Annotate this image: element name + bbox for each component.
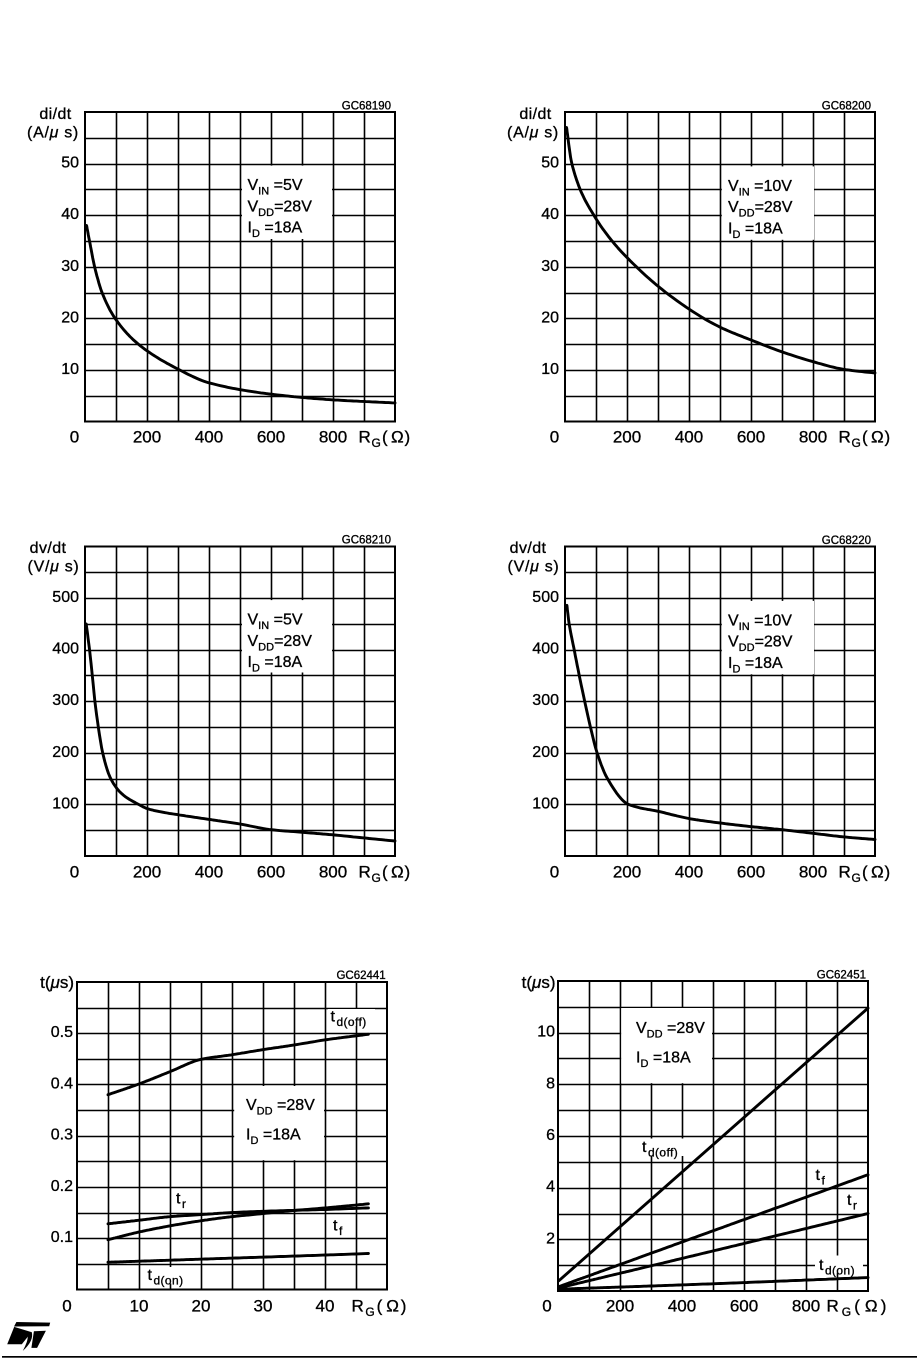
svg-text:GC68200: GC68200 — [822, 100, 871, 112]
svg-text:400: 400 — [195, 428, 223, 447]
svg-text:(A/μ s): (A/μ s) — [507, 125, 559, 142]
svg-text:40: 40 — [61, 206, 79, 223]
svg-text:GC68210: GC68210 — [342, 535, 391, 547]
svg-text:600: 600 — [257, 863, 285, 882]
svg-text:0: 0 — [70, 428, 79, 447]
svg-text:100: 100 — [532, 795, 559, 812]
svg-text:6: 6 — [546, 1127, 555, 1144]
svg-text:(V/μ s): (V/μ s) — [508, 559, 560, 576]
svg-text:600: 600 — [737, 863, 765, 882]
svg-text:300: 300 — [52, 692, 79, 709]
svg-text:RG(Ω): RG(Ω) — [359, 428, 411, 451]
svg-text:200: 200 — [532, 744, 559, 761]
svg-text:10: 10 — [537, 1024, 555, 1041]
svg-text:ID =18A: ID =18A — [248, 220, 303, 241]
svg-text:800: 800 — [319, 863, 347, 882]
svg-text:VIN =5V: VIN =5V — [248, 612, 303, 633]
svg-text:GC68220: GC68220 — [822, 535, 871, 547]
svg-text:t(μs): t(μs) — [40, 973, 74, 992]
svg-text:ID =18A: ID =18A — [728, 655, 783, 676]
svg-text:RG(Ω): RG(Ω) — [359, 863, 411, 886]
svg-text:200: 200 — [133, 428, 161, 447]
svg-text:tr: tr — [176, 1191, 186, 1212]
svg-text:ID =18A: ID =18A — [248, 654, 303, 675]
svg-text:600: 600 — [737, 428, 765, 447]
svg-text:GC62451: GC62451 — [817, 970, 866, 982]
svg-text:400: 400 — [195, 863, 223, 882]
svg-text:500: 500 — [52, 589, 79, 606]
svg-text:VDD=28V: VDD=28V — [248, 633, 313, 654]
svg-text:RG(Ω): RG(Ω) — [827, 1297, 887, 1320]
svg-text:0: 0 — [550, 428, 559, 447]
svg-text:10: 10 — [541, 361, 559, 378]
svg-text:200: 200 — [133, 863, 161, 882]
svg-text:500: 500 — [532, 589, 559, 606]
svg-text:ID =18A: ID =18A — [246, 1127, 301, 1148]
svg-text:0.3: 0.3 — [51, 1127, 73, 1144]
svg-text:800: 800 — [799, 428, 827, 447]
svg-text:600: 600 — [257, 428, 285, 447]
svg-text:10: 10 — [130, 1297, 149, 1316]
svg-text:400: 400 — [675, 863, 703, 882]
svg-text:RG(Ω): RG(Ω) — [839, 428, 891, 451]
svg-text:0: 0 — [70, 863, 79, 882]
svg-text:t(μs): t(μs) — [522, 973, 556, 992]
svg-text:800: 800 — [799, 863, 827, 882]
svg-text:GC68190: GC68190 — [342, 100, 391, 112]
svg-text:ID =18A: ID =18A — [728, 220, 783, 241]
svg-text:0.5: 0.5 — [51, 1024, 73, 1041]
svg-text:200: 200 — [606, 1297, 634, 1316]
svg-text:ID =18A: ID =18A — [636, 1050, 691, 1071]
svg-text:100: 100 — [52, 795, 79, 812]
svg-text:30: 30 — [254, 1297, 273, 1316]
svg-text:di/dt: di/dt — [39, 106, 71, 123]
svg-text:4: 4 — [546, 1179, 555, 1196]
svg-text:8: 8 — [546, 1075, 555, 1092]
svg-text:200: 200 — [52, 744, 79, 761]
svg-text:30: 30 — [61, 258, 79, 275]
svg-text:400: 400 — [532, 641, 559, 658]
svg-text:2: 2 — [546, 1230, 555, 1247]
svg-text:20: 20 — [192, 1297, 211, 1316]
svg-text:0: 0 — [62, 1297, 71, 1316]
svg-text:800: 800 — [319, 428, 347, 447]
svg-text:400: 400 — [52, 641, 79, 658]
svg-text:800: 800 — [792, 1297, 820, 1316]
svg-text:300: 300 — [532, 692, 559, 709]
svg-text:400: 400 — [668, 1297, 696, 1316]
svg-text:10: 10 — [61, 361, 79, 378]
svg-text:dv/dt: dv/dt — [30, 540, 67, 557]
svg-text:GC62441: GC62441 — [336, 970, 385, 982]
svg-text:50: 50 — [61, 155, 79, 172]
svg-text:tr: tr — [847, 1192, 857, 1213]
svg-text:(A/μ s): (A/μ s) — [27, 125, 79, 142]
svg-text:dv/dt: dv/dt — [510, 540, 547, 557]
svg-text:200: 200 — [613, 863, 641, 882]
svg-text:50: 50 — [541, 155, 559, 172]
svg-text:0.4: 0.4 — [51, 1076, 73, 1093]
svg-text:200: 200 — [613, 428, 641, 447]
svg-text:20: 20 — [541, 309, 559, 326]
svg-text:40: 40 — [316, 1297, 335, 1316]
svg-text:0: 0 — [542, 1297, 551, 1316]
svg-text:RG(Ω): RG(Ω) — [839, 863, 891, 886]
svg-text:400: 400 — [675, 428, 703, 447]
svg-text:(V/μ s): (V/μ s) — [28, 559, 80, 576]
svg-text:0: 0 — [550, 863, 559, 882]
svg-text:40: 40 — [541, 206, 559, 223]
svg-text:30: 30 — [541, 258, 559, 275]
svg-text:0.1: 0.1 — [51, 1229, 73, 1246]
svg-text:di/dt: di/dt — [519, 106, 551, 123]
svg-text:20: 20 — [61, 309, 79, 326]
svg-text:RG(Ω): RG(Ω) — [352, 1297, 407, 1320]
svg-text:VIN =5V: VIN =5V — [248, 177, 303, 198]
svg-text:600: 600 — [730, 1297, 758, 1316]
svg-text:0.2: 0.2 — [51, 1178, 73, 1195]
